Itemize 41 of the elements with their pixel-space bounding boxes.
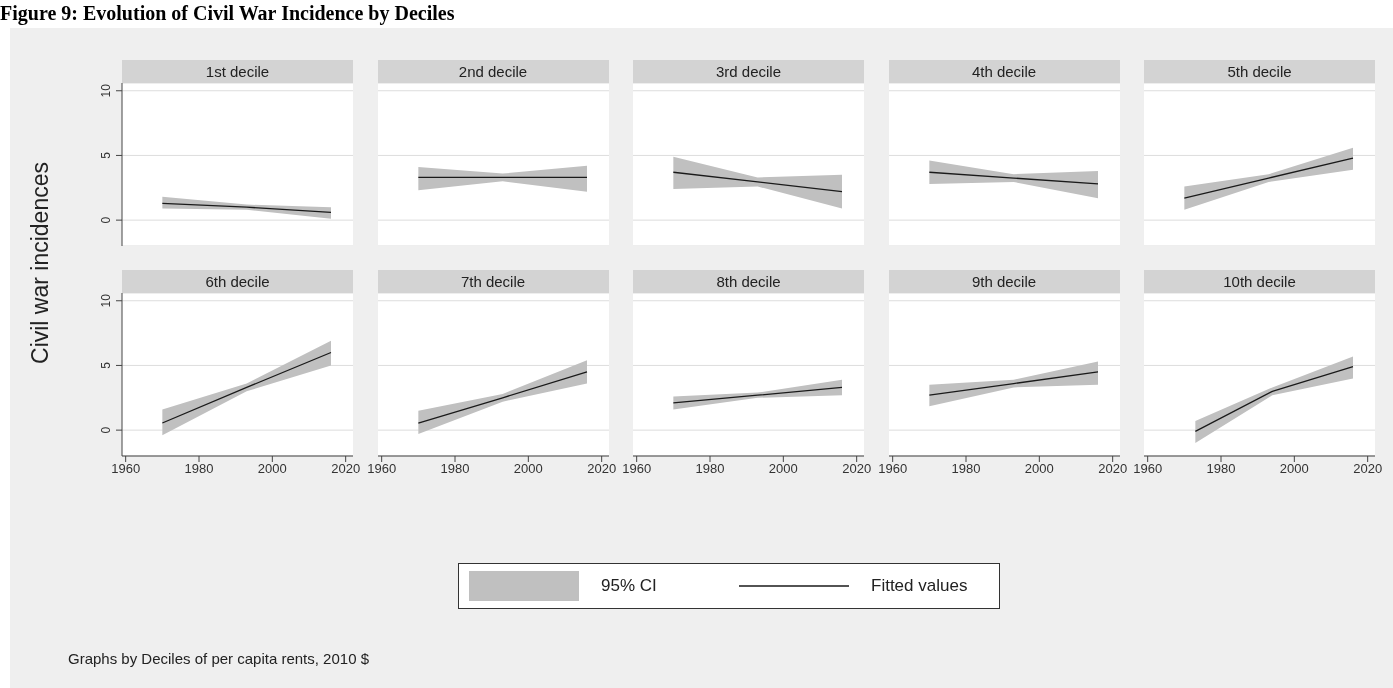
y-tick-label: 0 (99, 216, 113, 224)
y-tick-label: 5 (99, 151, 113, 159)
y-tick-label: 0 (99, 426, 113, 434)
text: 95% CI (601, 576, 657, 596)
chart-title: 9th decile (888, 270, 1120, 293)
x-tick-label: 2000 (257, 461, 287, 477)
y-tick-label: 10 (99, 83, 113, 98)
x-tick-label: 1980 (1206, 461, 1236, 477)
x-tick-label: 1960 (877, 461, 907, 477)
chart-title: 7th decile (377, 270, 609, 293)
chart-title: 6th decile (122, 270, 353, 293)
x-tick-label: 1980 (951, 461, 980, 477)
x-tick-label: 1960 (622, 461, 652, 477)
x-tick-label: 1960 (111, 461, 141, 477)
x-tick-label: 2020 (842, 461, 872, 477)
x-tick-label: 2000 (1279, 461, 1309, 477)
x-tick-label: 1980 (440, 461, 469, 477)
y-axis-title: Civil war incidences (26, 162, 54, 364)
y-tick-label: 10 (99, 293, 113, 308)
x-tick-label: 2020 (331, 461, 361, 477)
chart-title: 4th decile (888, 60, 1120, 83)
x-tick-label: 2000 (513, 461, 543, 477)
y-tick-label: 5 (99, 361, 113, 369)
x-tick-label: 2000 (1024, 461, 1054, 477)
chart-title: 5th decile (1144, 60, 1375, 83)
x-tick-label: 1960 (366, 461, 396, 477)
x-tick-label: 2020 (1353, 461, 1383, 477)
x-tick-label: 2020 (1097, 461, 1127, 477)
x-tick-label: 1960 (1133, 461, 1163, 477)
x-tick-label: 2020 (586, 461, 616, 477)
chart-title: 2nd decile (377, 60, 609, 83)
x-tick-label: 1980 (184, 461, 214, 477)
caption: Figure 9: Evolution of Civil War Incidence by Deciles (0, 2, 455, 25)
chart-title: 10th decile (1144, 270, 1375, 293)
text: Graphs by Deciles of per capita rents, 2010 $ (68, 650, 369, 667)
x-tick-label: 1980 (695, 461, 725, 477)
text: Fitted values (871, 576, 968, 596)
x-tick-label: 2000 (768, 461, 798, 477)
chart-title: 3rd decile (633, 60, 864, 83)
chart-title: 8th decile (633, 270, 864, 293)
chart-title: 1st decile (122, 60, 353, 83)
